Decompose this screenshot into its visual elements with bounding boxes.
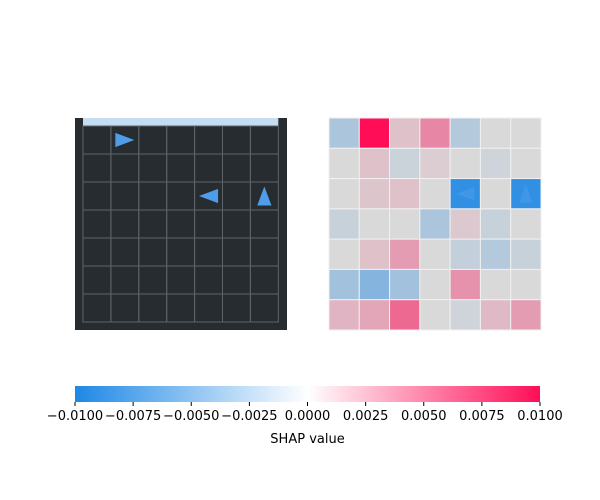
shap-cell [358, 268, 391, 301]
shap-cell [449, 238, 481, 270]
shap-cell [479, 238, 512, 270]
shap-cell [510, 208, 542, 240]
shap-cell [510, 147, 542, 180]
shap-cell [358, 299, 391, 331]
shap-cell [479, 178, 512, 210]
shap-cell [510, 268, 542, 301]
agent-arrow-right-0 [115, 132, 135, 148]
shap-cell [419, 238, 451, 270]
shap-cell [419, 268, 451, 301]
shap-cell [449, 208, 481, 240]
environment-background [75, 118, 287, 330]
shap-faint-arrow-up-1 [519, 184, 533, 203]
shap-cell [419, 147, 451, 180]
environment-grid-panel [75, 118, 287, 330]
shap-colorbar: −0.0100 −0.0075 −0.0050 −0.0025 0.0000 0.0025… [47, 386, 563, 447]
shap-cell [510, 238, 542, 270]
shap-cell [479, 208, 512, 240]
shap-cell [328, 117, 360, 149]
environment-cell [249, 293, 279, 323]
shap-cell [358, 238, 391, 270]
shap-cell [479, 147, 512, 180]
colorbar-tick-label: 0.0000 [285, 409, 331, 424]
shap-cell [449, 268, 481, 301]
shap-cell [328, 178, 360, 210]
shap-cell [449, 117, 481, 149]
shap-cell [389, 208, 421, 240]
shap-cell [328, 208, 360, 240]
shap-cell [358, 178, 391, 210]
shap-cell [328, 147, 360, 180]
shap-cell [358, 147, 391, 180]
colorbar-ticks: −0.0100 −0.0075 −0.0050 −0.0025 0.0000 0.0025… [47, 402, 563, 424]
shap-cell [510, 117, 542, 149]
shap-cell [389, 178, 421, 210]
shap-cell [389, 299, 421, 331]
colorbar-tick-label: 0.0025 [343, 409, 389, 424]
shap-cell [358, 117, 391, 149]
shap-cell [510, 299, 542, 331]
shap-cell [419, 117, 451, 149]
shap-cell [328, 299, 360, 331]
colorbar-gradient [75, 386, 540, 402]
agent-arrow-up-2 [257, 186, 272, 206]
colorbar-label: SHAP value [270, 432, 344, 447]
shap-cell [479, 117, 512, 149]
colorbar-tick-label: −0.0025 [221, 409, 277, 424]
shap-cell [449, 299, 481, 331]
shap-cell [449, 147, 481, 180]
shap-cell [358, 208, 391, 240]
shap-cell [479, 299, 512, 331]
colorbar-tick-label: −0.0050 [163, 409, 219, 424]
environment-top-wall [83, 118, 279, 126]
colorbar-tick-label: −0.0100 [47, 409, 103, 424]
environment-gridlines [82, 125, 279, 323]
colorbar-tick-label: 0.0075 [459, 409, 505, 424]
colorbar-tick-label: 0.0050 [401, 409, 447, 424]
shap-cell [389, 147, 421, 180]
shap-cell [419, 178, 451, 210]
shap-cell [328, 238, 360, 270]
shap-heatmap-panel [328, 117, 542, 331]
agent-arrow-left-1 [199, 188, 219, 204]
colorbar-tick-label: −0.0075 [105, 409, 161, 424]
shap-cell [419, 299, 451, 331]
shap-cell [479, 268, 512, 301]
shap-cell [389, 238, 421, 270]
shap-cell [389, 117, 421, 149]
shap-cell [328, 268, 360, 301]
shap-faint-arrow-left-0 [456, 186, 475, 201]
colorbar-tick-label: 0.0100 [517, 409, 563, 424]
shap-cell [419, 208, 451, 240]
shap-cell [389, 268, 421, 301]
